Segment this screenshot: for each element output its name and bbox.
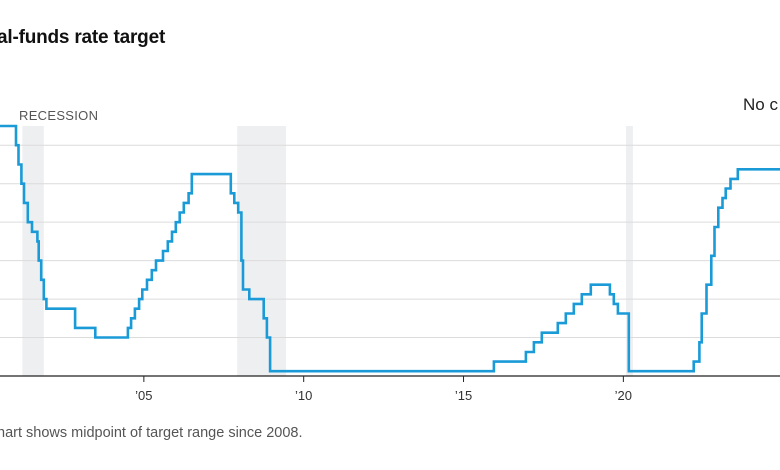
x-tick-label: ’05 bbox=[135, 388, 152, 403]
x-tick-label: ’15 bbox=[455, 388, 472, 403]
chart-title: al-funds rate target bbox=[0, 27, 166, 48]
x-axis: ’05 ’10 ’15 ’20 bbox=[0, 375, 780, 403]
recession-band-3 bbox=[625, 126, 633, 376]
recession-label: RECESSION bbox=[19, 108, 98, 123]
x-tick-label: ’10 bbox=[295, 388, 312, 403]
recession-band-1 bbox=[22, 126, 44, 376]
chart-footnote: hart shows midpoint of target range sinc… bbox=[0, 425, 303, 441]
x-tick-label: ’20 bbox=[615, 388, 632, 403]
grid-lines bbox=[0, 144, 780, 339]
recession-bands bbox=[22, 126, 633, 376]
rate-series-line-1 bbox=[0, 124, 780, 373]
chart-annotation: No c bbox=[743, 95, 778, 114]
recession-band-2 bbox=[237, 126, 287, 376]
series-lines bbox=[0, 124, 780, 373]
